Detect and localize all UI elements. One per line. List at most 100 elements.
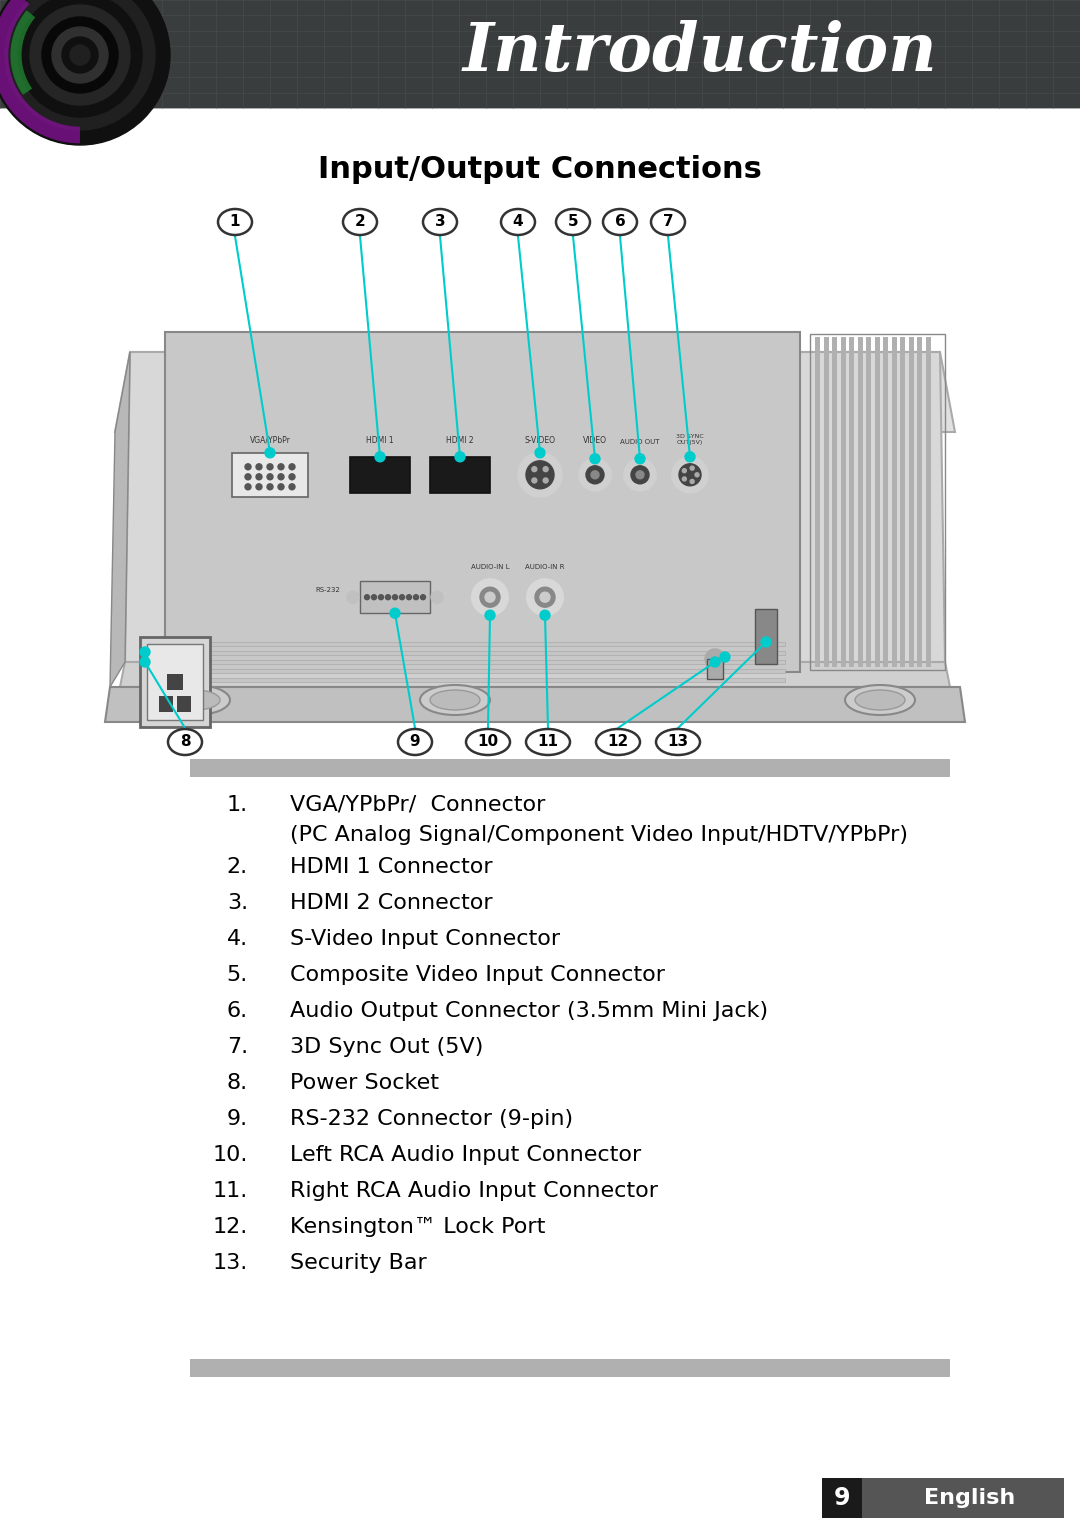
Text: Left RCA Audio Input Connector: Left RCA Audio Input Connector	[291, 1144, 642, 1164]
Text: 8: 8	[179, 734, 190, 749]
Circle shape	[685, 452, 696, 461]
Circle shape	[690, 466, 694, 470]
Circle shape	[245, 464, 251, 470]
Bar	[360, 581, 430, 613]
Bar	[430, 457, 490, 493]
Circle shape	[256, 464, 262, 470]
Circle shape	[386, 594, 391, 599]
Circle shape	[278, 473, 284, 480]
Ellipse shape	[170, 689, 220, 709]
Bar	[900, 337, 905, 666]
Circle shape	[672, 457, 708, 493]
Bar	[147, 643, 203, 720]
Circle shape	[579, 458, 611, 490]
Text: 9.: 9.	[227, 1109, 248, 1129]
Bar	[755, 610, 777, 663]
Circle shape	[696, 473, 699, 476]
Bar	[190, 758, 950, 777]
Circle shape	[375, 452, 384, 461]
Bar	[926, 337, 931, 666]
Bar	[165, 660, 785, 663]
Circle shape	[480, 587, 500, 607]
Bar	[707, 659, 723, 679]
Ellipse shape	[399, 729, 432, 755]
Text: Right RCA Audio Input Connector: Right RCA Audio Input Connector	[291, 1181, 658, 1201]
Circle shape	[267, 484, 273, 490]
Text: Security Bar: Security Bar	[291, 1253, 427, 1273]
Text: 3D SYNC
OUT(5V): 3D SYNC OUT(5V)	[676, 434, 704, 444]
Ellipse shape	[430, 689, 480, 709]
Text: Audio Output Connector (3.5mm Mini Jack): Audio Output Connector (3.5mm Mini Jack)	[291, 1000, 768, 1020]
Circle shape	[518, 453, 562, 496]
Circle shape	[18, 0, 141, 116]
Circle shape	[372, 594, 377, 599]
Bar	[159, 696, 173, 712]
Text: 9: 9	[409, 734, 420, 749]
Circle shape	[347, 591, 359, 604]
Text: 1.: 1.	[227, 795, 248, 815]
Text: VGA/YPbPr/  Connector: VGA/YPbPr/ Connector	[291, 795, 545, 815]
Polygon shape	[105, 686, 966, 722]
Circle shape	[392, 594, 397, 599]
Text: Power Socket: Power Socket	[291, 1072, 438, 1092]
Text: VIDEO: VIDEO	[583, 435, 607, 444]
Text: English: English	[924, 1488, 1015, 1507]
Text: 1: 1	[230, 214, 240, 230]
Circle shape	[624, 458, 656, 490]
Circle shape	[140, 657, 150, 666]
Text: 11: 11	[538, 734, 558, 749]
Text: VGA/YPbPr: VGA/YPbPr	[249, 435, 291, 444]
Circle shape	[636, 470, 644, 480]
Bar	[165, 332, 800, 673]
Circle shape	[400, 594, 405, 599]
Circle shape	[5, 0, 156, 130]
Circle shape	[683, 476, 686, 481]
Polygon shape	[110, 352, 130, 686]
Circle shape	[590, 453, 600, 464]
Ellipse shape	[343, 208, 377, 234]
Circle shape	[278, 464, 284, 470]
Text: Input/Output Connections: Input/Output Connections	[319, 156, 761, 184]
Circle shape	[535, 587, 555, 607]
Text: AUDIO OUT: AUDIO OUT	[620, 438, 660, 444]
Circle shape	[720, 653, 730, 662]
Polygon shape	[114, 352, 955, 432]
Text: 5.: 5.	[227, 965, 248, 985]
Text: 6: 6	[615, 214, 625, 230]
Bar	[849, 337, 854, 666]
Circle shape	[526, 461, 554, 489]
Text: 10.: 10.	[213, 1144, 248, 1164]
Circle shape	[30, 5, 130, 106]
Text: RS-232: RS-232	[315, 587, 340, 593]
Ellipse shape	[420, 685, 490, 715]
Circle shape	[245, 473, 251, 480]
Bar	[858, 337, 863, 666]
Circle shape	[378, 594, 383, 599]
Text: 12: 12	[607, 734, 629, 749]
Circle shape	[705, 650, 725, 669]
Circle shape	[256, 484, 262, 490]
Circle shape	[431, 591, 443, 604]
Text: 5: 5	[568, 214, 578, 230]
Bar	[822, 1478, 862, 1518]
Ellipse shape	[603, 208, 637, 234]
Circle shape	[265, 447, 275, 458]
Circle shape	[70, 44, 90, 64]
Circle shape	[710, 657, 720, 666]
Text: 13.: 13.	[213, 1253, 248, 1273]
Text: 4.: 4.	[227, 928, 248, 948]
Text: 2.: 2.	[227, 856, 248, 876]
Circle shape	[289, 464, 295, 470]
Bar	[824, 337, 828, 666]
Bar	[232, 453, 308, 496]
Circle shape	[278, 484, 284, 490]
Bar	[891, 337, 896, 666]
Text: 7: 7	[663, 214, 673, 230]
Ellipse shape	[168, 729, 202, 755]
Circle shape	[62, 37, 98, 74]
Circle shape	[406, 594, 411, 599]
Bar	[165, 679, 785, 682]
Circle shape	[390, 608, 400, 619]
Text: 3.: 3.	[227, 893, 248, 913]
Text: 9: 9	[834, 1486, 850, 1511]
